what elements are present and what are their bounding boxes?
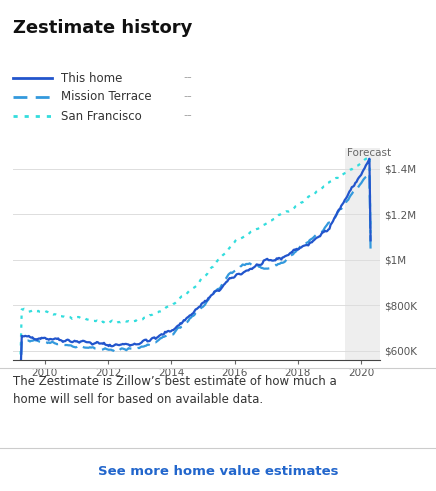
Text: The Zestimate is Zillow’s best estimate of how much a
home will sell for based o: The Zestimate is Zillow’s best estimate … — [13, 375, 337, 406]
Text: --: -- — [183, 109, 192, 122]
Text: San Francisco: San Francisco — [61, 109, 142, 122]
Text: Mission Terrace: Mission Terrace — [61, 90, 152, 104]
Text: --: -- — [183, 90, 192, 104]
Text: Forecast: Forecast — [347, 148, 391, 158]
Bar — [345, 148, 380, 360]
Text: See more home value estimates: See more home value estimates — [98, 465, 338, 478]
Text: This home: This home — [61, 72, 123, 84]
Text: Zestimate history: Zestimate history — [13, 19, 192, 37]
Text: --: -- — [183, 72, 192, 84]
